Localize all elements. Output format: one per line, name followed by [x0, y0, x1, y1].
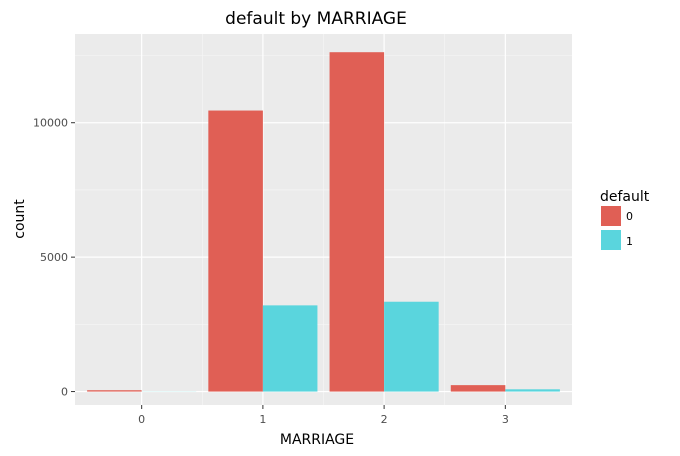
minor-grid: [75, 34, 572, 405]
legend-swatch-0: [601, 206, 621, 226]
y-axis: 0 5000 10000: [33, 117, 75, 399]
x-axis: 0 1 2 3: [138, 405, 509, 426]
y-tick-label: 0: [61, 386, 68, 399]
legend-label-0: 0: [626, 210, 633, 223]
y-tick-label: 5000: [40, 251, 68, 264]
x-tick-label: 2: [381, 413, 388, 426]
y-axis-title: count: [12, 199, 28, 239]
bar-default-0-marriage-1: [208, 110, 263, 392]
legend-swatch-1: [601, 230, 621, 250]
y-tick-label: 10000: [33, 117, 68, 130]
x-axis-title: MARRIAGE: [280, 432, 354, 448]
bar-default-0-marriage-3: [450, 385, 506, 392]
chart-title: default by MARRIAGE: [225, 9, 407, 29]
bars: [87, 52, 560, 392]
x-tick-label: 1: [259, 413, 266, 426]
bar-default-0-marriage-2: [329, 52, 385, 392]
bar-default-0-marriage-0: [87, 390, 142, 392]
legend-label-1: 1: [626, 235, 633, 248]
bar-default-1-marriage-2: [384, 301, 439, 392]
bar-default-1-marriage-1: [262, 305, 318, 392]
x-tick-label: 0: [138, 413, 145, 426]
legend-title: default: [600, 189, 650, 205]
legend: default 0 1: [600, 189, 650, 251]
bar-default-1-marriage-3: [505, 389, 560, 392]
x-tick-label: 3: [502, 413, 509, 426]
